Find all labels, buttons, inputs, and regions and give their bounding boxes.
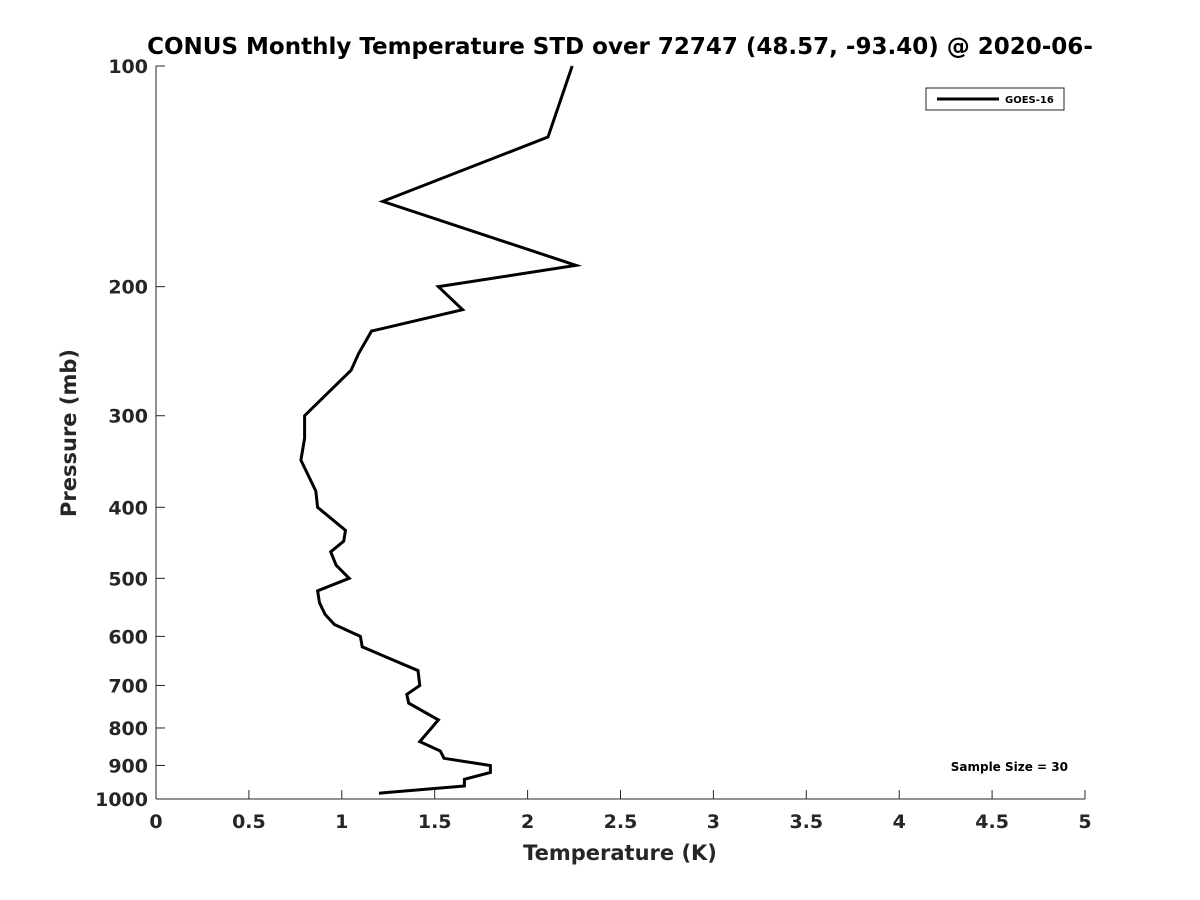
x-tick-label: 0: [149, 811, 162, 833]
x-tick-label: 4.5: [975, 811, 1009, 833]
x-tick-label: 2.5: [604, 811, 638, 833]
y-tick-label: 100: [108, 56, 148, 78]
x-tick-label: 1.5: [418, 811, 452, 833]
series-layer: [299, 65, 583, 795]
x-axis-label: Temperature (K): [523, 841, 717, 865]
chart-title: CONUS Monthly Temperature STD over 72747…: [147, 34, 1093, 60]
x-axis-ticks: 0 0.5 1 1.5 2 2.5 3 3.5 4 4.5 5: [149, 790, 1092, 833]
legend-entry-goes-16: GOES-16: [1005, 95, 1054, 106]
x-tick-label: 4: [893, 811, 906, 833]
y-axis-ticks: 100 200 300 400 500 600 700 800 900 1000: [95, 56, 165, 811]
series-line-goes-16: [299, 65, 583, 795]
x-tick-label: 1: [335, 811, 348, 833]
y-tick-label: 400: [108, 497, 148, 519]
x-tick-label: 5: [1078, 811, 1091, 833]
y-tick-label: 300: [108, 406, 148, 428]
sample-size-annotation: Sample Size = 30: [951, 760, 1068, 774]
x-tick-label: 3: [707, 811, 720, 833]
y-tick-label: 700: [108, 675, 148, 697]
plot-area: [156, 66, 1085, 799]
x-tick-label: 2: [521, 811, 534, 833]
y-tick-label: 500: [108, 568, 148, 590]
y-tick-label: 1000: [95, 789, 148, 811]
y-tick-label: 800: [108, 718, 148, 740]
y-tick-label: 200: [108, 277, 148, 299]
y-tick-label: 900: [108, 755, 148, 777]
x-tick-label: 0.5: [232, 811, 266, 833]
legend: GOES-16: [925, 87, 1065, 111]
y-tick-label: 600: [108, 626, 148, 648]
x-tick-label: 3.5: [789, 811, 823, 833]
y-axis-label: Pressure (mb): [57, 349, 81, 517]
